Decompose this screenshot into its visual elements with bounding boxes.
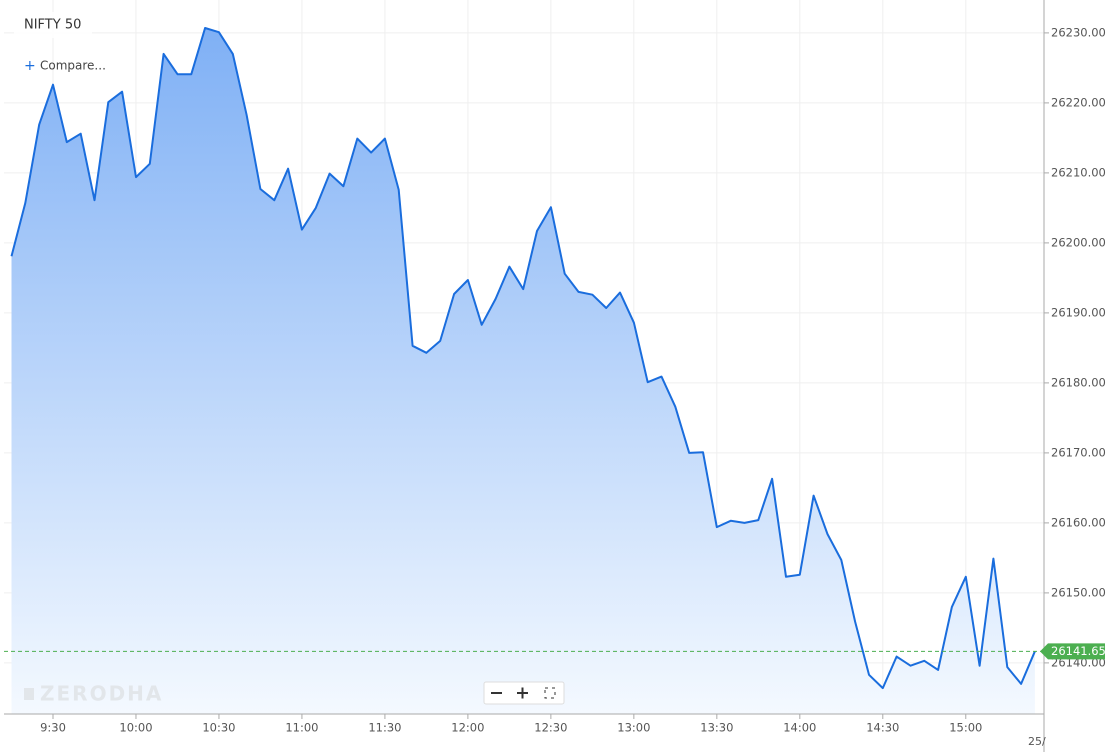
title-box	[14, 12, 92, 38]
watermark-logo	[24, 688, 34, 700]
y-tick-label: 26150.00	[1051, 585, 1106, 599]
date-label: 25/	[1028, 735, 1046, 748]
y-tick-label: 26180.00	[1051, 375, 1106, 389]
x-tick-label: 12:30	[534, 721, 567, 735]
x-tick-label: 12:00	[451, 721, 484, 735]
y-tick-label: 26230.00	[1051, 25, 1106, 39]
line	[10, 27, 1036, 690]
last-price-label: 26141.65	[1051, 644, 1106, 658]
x-tick-label: 10:30	[202, 721, 235, 735]
y-tick-label: 26160.00	[1051, 515, 1106, 529]
watermark: ZERODHA	[40, 682, 163, 706]
fullscreen[interactable]	[544, 687, 556, 699]
zoom-controls	[483, 681, 565, 705]
compare-button[interactable]: Compare...	[40, 59, 106, 73]
labels: 26140.0026150.0026160.0026170.0026180.00…	[40, 25, 1106, 748]
y-tick-label: 26210.00	[1051, 165, 1106, 179]
x-tick-label: 9:30	[40, 721, 66, 735]
area-fill	[11, 28, 1035, 714]
plot	[4, 27, 1044, 714]
x-tick-label: 15:00	[949, 721, 982, 735]
compare-icon[interactable]: +	[24, 58, 36, 74]
y-tick-label: 26220.00	[1051, 95, 1106, 109]
x-tick-label: 13:00	[617, 721, 650, 735]
y-tick-label: 26200.00	[1051, 235, 1106, 249]
chart-title: NIFTY 50	[24, 18, 81, 33]
x-tick-label: 11:30	[368, 721, 401, 735]
y-tick-label: 26190.00	[1051, 305, 1106, 319]
x-tick-label: 11:00	[285, 721, 318, 735]
x-tick-label: 14:00	[783, 721, 816, 735]
last-price-badge	[1040, 643, 1105, 660]
y-tick-label: 26170.00	[1051, 445, 1106, 459]
x-tick-label: 14:30	[866, 721, 899, 735]
x-tick-label: 13:30	[700, 721, 733, 735]
x-tick-label: 10:00	[119, 721, 152, 735]
